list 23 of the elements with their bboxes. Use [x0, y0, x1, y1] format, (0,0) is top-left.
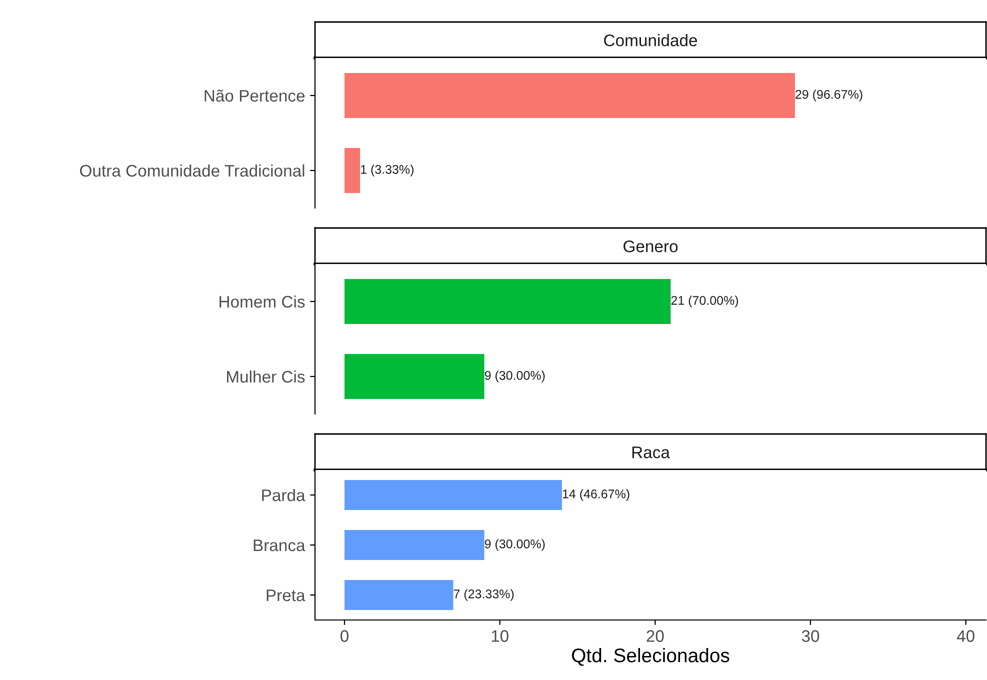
data-label: 9 (30.00%): [484, 539, 545, 551]
x-tick-label: 10: [492, 630, 508, 642]
data-label: 7 (23.33%): [454, 589, 514, 601]
y-tick-label: Homem Cis: [220, 295, 305, 308]
x-tick-label: 40: [956, 630, 974, 642]
y-tick-label: Não Pertence: [204, 90, 305, 102]
y-tick-label: Parda: [262, 488, 306, 502]
data-label: 21 (70.00%): [671, 296, 738, 308]
x-tick-label: 30: [802, 630, 820, 642]
chart-title: Genero: [624, 240, 678, 252]
x-axis-title: Qtd. Selecionados: [572, 648, 730, 666]
y-tick-label: Mulher Cis: [227, 370, 305, 383]
y-tick-label: Outra Comunidade Tradicional: [80, 164, 304, 177]
data-label: 14 (46.67%): [562, 489, 630, 501]
y-tick-label: Branca: [254, 540, 306, 552]
data-label: 1 (3.33%): [360, 164, 414, 176]
data-label: 9 (30.00%): [484, 370, 545, 382]
data-label: 29 (96.67%): [796, 90, 862, 102]
x-tick-label: 20: [646, 630, 664, 642]
x-tick-label: 0: [340, 630, 348, 642]
y-tick-label: Preta: [266, 590, 306, 602]
chart-title: Comunidade: [604, 34, 698, 46]
chart-title: Raca: [632, 446, 670, 458]
